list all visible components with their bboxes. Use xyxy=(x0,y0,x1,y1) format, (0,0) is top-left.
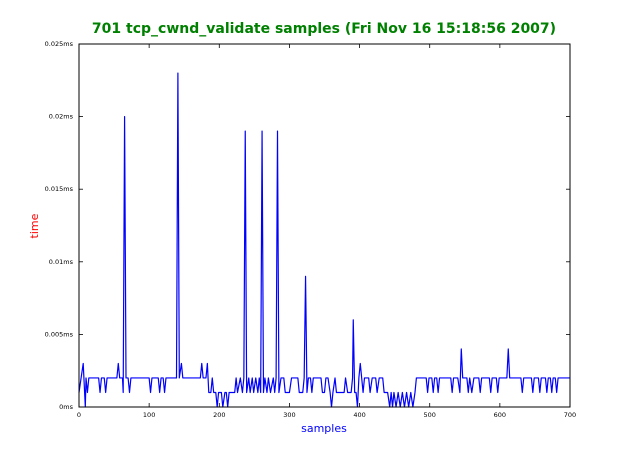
x-tick-label: 200 xyxy=(213,411,225,419)
x-tick-label: 300 xyxy=(283,411,295,419)
chart-title: 701 tcp_cwnd_validate samples (Fri Nov 1… xyxy=(92,21,556,37)
x-tick-label: 700 xyxy=(564,411,576,419)
y-tick-label: 0.02ms xyxy=(49,113,74,121)
y-tick-label: 0.025ms xyxy=(45,40,74,48)
x-tick-label: 100 xyxy=(143,411,155,419)
y-tick-label: 0ms xyxy=(59,403,73,411)
y-axis-label: time xyxy=(28,213,41,238)
x-tick-label: 400 xyxy=(353,411,365,419)
y-tick-label: 0.01ms xyxy=(49,258,74,266)
x-tick-label: 500 xyxy=(424,411,436,419)
data-line xyxy=(78,72,570,408)
x-tick-label: 0 xyxy=(77,411,81,419)
x-axis-label: samples xyxy=(301,422,347,435)
y-tick-label: 0.015ms xyxy=(45,185,74,193)
plot-frame xyxy=(78,43,571,408)
x-tick-label: 600 xyxy=(494,411,506,419)
y-tick-label: 0.005ms xyxy=(45,330,74,338)
